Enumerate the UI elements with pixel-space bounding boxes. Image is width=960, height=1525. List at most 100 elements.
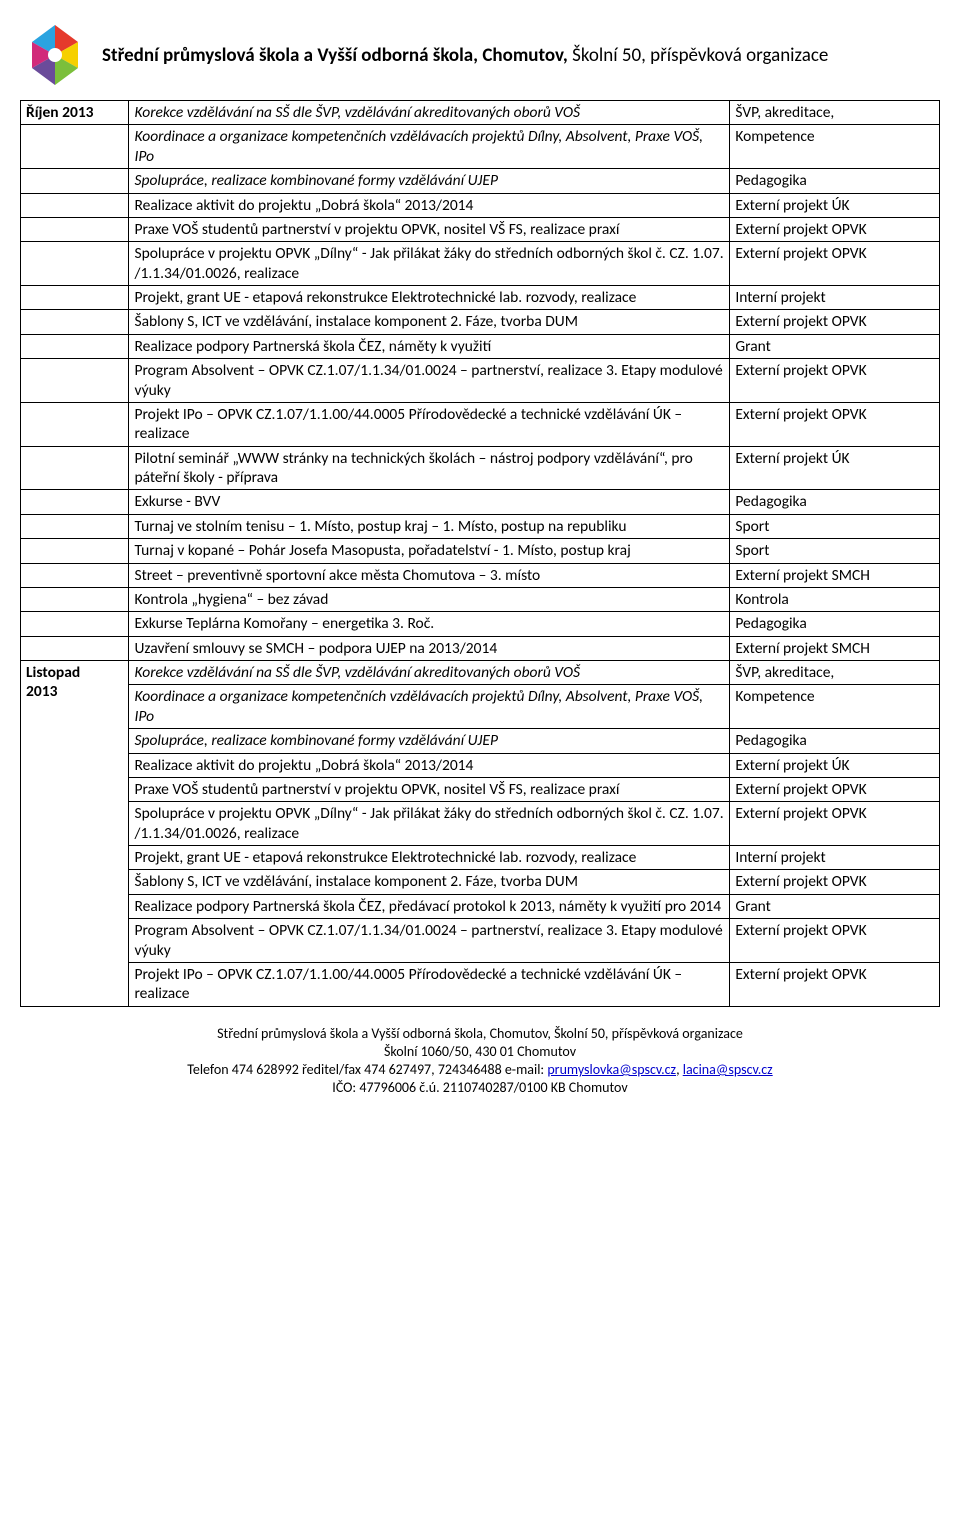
table-row: Projekt IPo – OPVK CZ.1.07/1.1.00/44.000… bbox=[21, 402, 940, 446]
table-row: Koordinace a organizace kompetenčních vz… bbox=[21, 125, 940, 169]
schedule-table: Říjen 2013Korekce vzdělávání na SŠ dle Š… bbox=[20, 100, 940, 1007]
month-cell bbox=[21, 169, 129, 193]
table-row: Koordinace a organizace kompetenčních vz… bbox=[21, 685, 940, 729]
month-cell bbox=[21, 286, 129, 310]
footer-email2[interactable]: lacina@spscv.cz bbox=[683, 1061, 773, 1078]
month-cell bbox=[21, 217, 129, 241]
table-row: Spolupráce v projektu OPVK „Dílny“ - Jak… bbox=[21, 802, 940, 846]
table-row: Realizace podpory Partnerská škola ČEZ, … bbox=[21, 334, 940, 358]
desc-cell: Turnaj v kopané – Pohár Josefa Masopusta… bbox=[129, 539, 730, 563]
table-row: Šablony S, ICT ve vzdělávání, instalace … bbox=[21, 870, 940, 894]
table-row: Praxe VOŠ studentů partnerství v projekt… bbox=[21, 217, 940, 241]
table-row: Realizace aktivit do projektu „Dobrá ško… bbox=[21, 753, 940, 777]
tag-cell: Externí projekt SMCH bbox=[730, 563, 940, 587]
tag-cell: Pedagogika bbox=[730, 169, 940, 193]
table-row: Turnaj ve stolním tenisu – 1. Místo, pos… bbox=[21, 514, 940, 538]
table-row: Realizace podpory Partnerská škola ČEZ, … bbox=[21, 894, 940, 918]
month-cell: Listopad2013 bbox=[21, 661, 129, 1007]
tag-cell: Externí projekt ÚK bbox=[730, 193, 940, 217]
tag-cell: Kontrola bbox=[730, 587, 940, 611]
header-title-rest: Školní 50, příspěvková organizace bbox=[568, 44, 829, 67]
month-cell bbox=[21, 193, 129, 217]
desc-cell: Program Absolvent – OPVK CZ.1.07/1.1.34/… bbox=[129, 919, 730, 963]
tag-cell: Externí projekt OPVK bbox=[730, 777, 940, 801]
month-cell bbox=[21, 242, 129, 286]
footer-line2: Školní 1060/50, 430 01 Chomutov bbox=[0, 1043, 960, 1061]
month-cell bbox=[21, 402, 129, 446]
desc-cell: Realizace podpory Partnerská škola ČEZ, … bbox=[129, 334, 730, 358]
table-row: Spolupráce v projektu OPVK „Dílny“ - Jak… bbox=[21, 242, 940, 286]
table-row: Listopad2013Korekce vzdělávání na SŠ dle… bbox=[21, 661, 940, 685]
month-cell bbox=[21, 446, 129, 490]
desc-cell: Korekce vzdělávání na SŠ dle ŠVP, vzdělá… bbox=[129, 661, 730, 685]
tag-cell: Pedagogika bbox=[730, 612, 940, 636]
month-cell bbox=[21, 310, 129, 334]
table-row: Praxe VOŠ studentů partnerství v projekt… bbox=[21, 777, 940, 801]
desc-cell: Koordinace a organizace kompetenčních vz… bbox=[129, 125, 730, 169]
footer-line1: Střední průmyslová škola a Vyšší odborná… bbox=[0, 1025, 960, 1043]
desc-cell: Pilotní seminář „WWW stránky na technick… bbox=[129, 446, 730, 490]
desc-cell: Kontrola „hygiena“ – bez závad bbox=[129, 587, 730, 611]
table-row: Šablony S, ICT ve vzdělávání, instalace … bbox=[21, 310, 940, 334]
tag-cell: Sport bbox=[730, 514, 940, 538]
tag-cell: Externí projekt OPVK bbox=[730, 962, 940, 1006]
tag-cell: Kompetence bbox=[730, 125, 940, 169]
tag-cell: Externí projekt OPVK bbox=[730, 242, 940, 286]
tag-cell: Externí projekt OPVK bbox=[730, 310, 940, 334]
tag-cell: Grant bbox=[730, 334, 940, 358]
month-cell bbox=[21, 563, 129, 587]
table-row: Pilotní seminář „WWW stránky na technick… bbox=[21, 446, 940, 490]
tag-cell: Externí projekt OPVK bbox=[730, 870, 940, 894]
desc-cell: Projekt, grant UE - etapová rekonstrukce… bbox=[129, 286, 730, 310]
footer: Střední průmyslová škola a Vyšší odborná… bbox=[0, 1025, 960, 1098]
desc-cell: Spolupráce, realizace kombinované formy … bbox=[129, 169, 730, 193]
desc-cell: Praxe VOŠ studentů partnerství v projekt… bbox=[129, 217, 730, 241]
desc-cell: Exkurse Teplárna Komořany – energetika 3… bbox=[129, 612, 730, 636]
desc-cell: Spolupráce v projektu OPVK „Dílny“ - Jak… bbox=[129, 242, 730, 286]
desc-cell: Street – preventivně sportovní akce měst… bbox=[129, 563, 730, 587]
document-header: Střední průmyslová škola a Vyšší odborná… bbox=[0, 0, 960, 100]
desc-cell: Koordinace a organizace kompetenčních vz… bbox=[129, 685, 730, 729]
tag-cell: ŠVP, akreditace, bbox=[730, 661, 940, 685]
desc-cell: Spolupráce v projektu OPVK „Dílny“ - Jak… bbox=[129, 802, 730, 846]
month-cell bbox=[21, 334, 129, 358]
desc-cell: Praxe VOŠ studentů partnerství v projekt… bbox=[129, 777, 730, 801]
header-title-bold: Střední průmyslová škola a Vyšší odborná… bbox=[102, 44, 568, 67]
tag-cell: Externí projekt OPVK bbox=[730, 802, 940, 846]
tag-cell: ŠVP, akreditace, bbox=[730, 101, 940, 125]
month-cell bbox=[21, 514, 129, 538]
tag-cell: Pedagogika bbox=[730, 490, 940, 514]
table-row: Kontrola „hygiena“ – bez závadKontrola bbox=[21, 587, 940, 611]
desc-cell: Program Absolvent – OPVK CZ.1.07/1.1.34/… bbox=[129, 359, 730, 403]
table-row: Exkurse Teplárna Komořany – energetika 3… bbox=[21, 612, 940, 636]
desc-cell: Projekt IPo – OPVK CZ.1.07/1.1.00/44.000… bbox=[129, 962, 730, 1006]
desc-cell: Turnaj ve stolním tenisu – 1. Místo, pos… bbox=[129, 514, 730, 538]
tag-cell: Pedagogika bbox=[730, 729, 940, 753]
footer-email1[interactable]: prumyslovka@spscv.cz bbox=[547, 1061, 676, 1078]
school-logo bbox=[20, 20, 90, 90]
desc-cell: Projekt IPo – OPVK CZ.1.07/1.1.00/44.000… bbox=[129, 402, 730, 446]
month-cell bbox=[21, 539, 129, 563]
tag-cell: Externí projekt SMCH bbox=[730, 636, 940, 660]
table-row: Program Absolvent – OPVK CZ.1.07/1.1.34/… bbox=[21, 919, 940, 963]
table-row: Uzavření smlouvy se SMCH – podpora UJEP … bbox=[21, 636, 940, 660]
tag-cell: Interní projekt bbox=[730, 286, 940, 310]
tag-cell: Externí projekt OPVK bbox=[730, 402, 940, 446]
desc-cell: Exkurse - BVV bbox=[129, 490, 730, 514]
tag-cell: Grant bbox=[730, 894, 940, 918]
tag-cell: Externí projekt ÚK bbox=[730, 446, 940, 490]
desc-cell: Korekce vzdělávání na SŠ dle ŠVP, vzdělá… bbox=[129, 101, 730, 125]
month-cell bbox=[21, 490, 129, 514]
header-title: Střední průmyslová škola a Vyšší odborná… bbox=[102, 44, 828, 67]
tag-cell: Interní projekt bbox=[730, 846, 940, 870]
desc-cell: Šablony S, ICT ve vzdělávání, instalace … bbox=[129, 310, 730, 334]
table-row: Spolupráce, realizace kombinované formy … bbox=[21, 169, 940, 193]
desc-cell: Projekt, grant UE - etapová rekonstrukce… bbox=[129, 846, 730, 870]
table-row: Říjen 2013Korekce vzdělávání na SŠ dle Š… bbox=[21, 101, 940, 125]
table-row: Turnaj v kopané – Pohár Josefa Masopusta… bbox=[21, 539, 940, 563]
desc-cell: Realizace podpory Partnerská škola ČEZ, … bbox=[129, 894, 730, 918]
tag-cell: Sport bbox=[730, 539, 940, 563]
tag-cell: Kompetence bbox=[730, 685, 940, 729]
month-cell bbox=[21, 636, 129, 660]
tag-cell: Externí projekt OPVK bbox=[730, 217, 940, 241]
